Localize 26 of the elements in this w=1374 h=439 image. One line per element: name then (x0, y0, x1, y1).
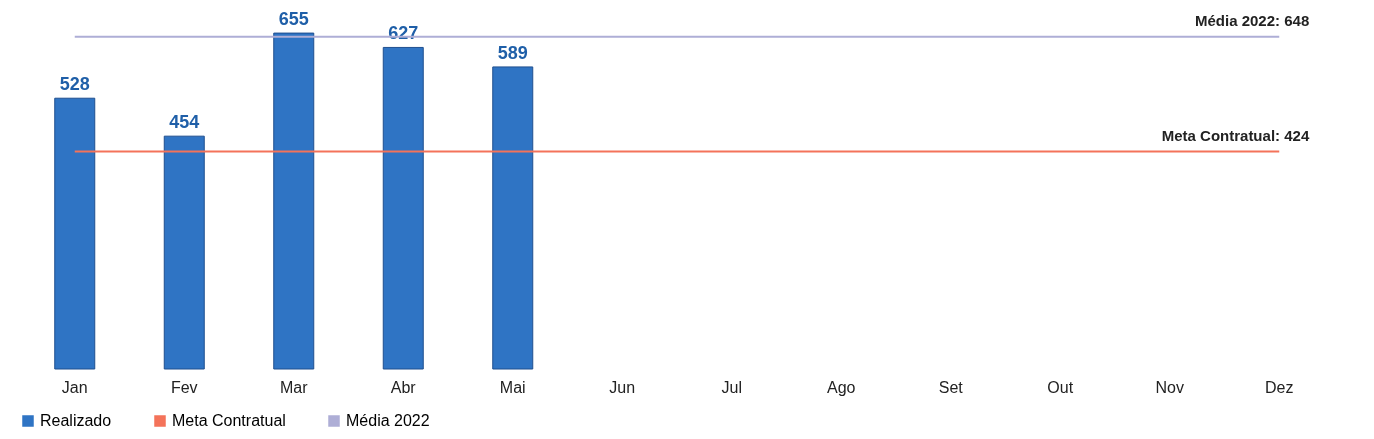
data-label: 454 (169, 112, 200, 133)
x-tick-label: Jun (609, 378, 636, 396)
bar (273, 32, 315, 370)
annotation: Meta Contratual: 424 (1161, 126, 1310, 144)
bar (492, 66, 534, 370)
annotation: Média 2022: 648 (1195, 11, 1310, 29)
x-tick-label: Nov (1155, 378, 1184, 396)
legend-label: Média 2022 (346, 412, 430, 429)
legend-label: Realizado (40, 412, 112, 429)
bar (382, 46, 424, 370)
x-tick-label: Dez (1265, 378, 1294, 396)
x-tick-label: Set (938, 378, 964, 396)
bar (54, 97, 96, 370)
data-label: 528 (59, 74, 90, 95)
x-tick-label: Ago (827, 378, 856, 396)
data-label: 589 (497, 42, 528, 63)
x-tick-label: Mar (279, 378, 309, 396)
x-tick-label: Mai (499, 378, 526, 396)
x-tick-label: Jan (61, 378, 88, 396)
x-tick-label: Out (1047, 378, 1074, 396)
x-tick-label: Abr (390, 378, 417, 396)
bar (163, 135, 205, 370)
x-tick-label: Fev (170, 378, 198, 396)
x-tick-label: Jul (721, 378, 742, 396)
data-label: 655 (278, 9, 309, 30)
legend-label: Meta Contratual (172, 412, 286, 429)
